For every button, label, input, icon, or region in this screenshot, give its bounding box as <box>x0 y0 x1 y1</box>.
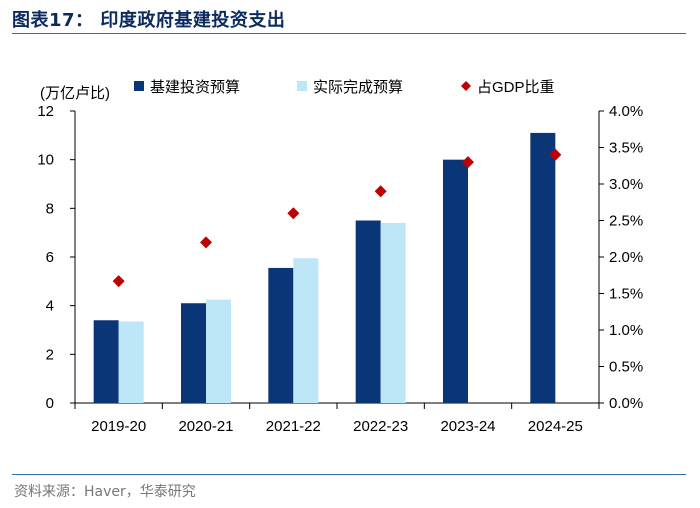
right-tick-label: 3.5% <box>609 140 643 157</box>
bar-infra-budget <box>268 267 294 403</box>
right-tick-label: 3.0% <box>609 176 643 193</box>
bar-actual-spend <box>118 321 144 403</box>
bar-infra-budget <box>443 159 468 403</box>
x-tick-label: 2021-22 <box>266 418 321 435</box>
legend-swatch <box>461 81 471 91</box>
source-note: 资料来源：Haver，华泰研究 <box>14 484 196 500</box>
right-tick-label: 4.0% <box>609 103 643 120</box>
legend-swatch <box>297 81 307 91</box>
left-tick-label: 8 <box>46 200 54 217</box>
x-tick-label: 2022-23 <box>353 418 408 435</box>
bar-infra-budget <box>355 220 381 403</box>
x-tick-label: 2019-20 <box>91 418 146 435</box>
x-tick-label: 2024-25 <box>528 418 583 435</box>
bar-infra-budget <box>530 132 556 403</box>
x-tick-label: 2020-21 <box>178 418 233 435</box>
footer-divider <box>12 474 686 475</box>
bar-actual-spend <box>206 299 231 403</box>
right-tick-label: 2.0% <box>609 249 643 266</box>
gdp-share-point <box>287 207 300 220</box>
gdp-share-point <box>200 236 212 249</box>
left-tick-label: 0 <box>46 395 54 412</box>
x-tick-label: 2023-24 <box>440 418 495 435</box>
gdp-share-point <box>374 185 387 198</box>
legend-label: 占GDP比重 <box>477 79 555 96</box>
title-divider <box>12 33 686 34</box>
bar-infra-budget <box>181 303 206 403</box>
legend-label: 实际完成预算 <box>313 78 403 96</box>
left-tick-label: 4 <box>46 298 54 315</box>
legend-label: 基建投资预算 <box>150 78 240 96</box>
left-axis-unit: (万亿卢比) <box>40 85 110 102</box>
gdp-share-point <box>549 148 562 161</box>
gdp-share-point <box>112 275 125 288</box>
left-tick-label: 10 <box>37 152 54 169</box>
left-tick-label: 2 <box>46 346 54 363</box>
left-tick-label: 12 <box>37 103 54 120</box>
figure-title: 图表17： 印度政府基建投资支出 <box>12 10 286 31</box>
right-tick-label: 0.5% <box>609 359 643 376</box>
bar-infra-budget <box>93 320 119 403</box>
right-tick-label: 1.0% <box>609 322 643 339</box>
right-tick-label: 1.5% <box>609 286 643 303</box>
bar-actual-spend <box>380 222 406 403</box>
right-tick-label: 2.5% <box>609 213 643 230</box>
left-tick-label: 6 <box>46 249 54 266</box>
bar-actual-spend <box>293 258 319 403</box>
right-tick-label: 0.0% <box>609 395 643 412</box>
gdp-share-point <box>462 156 474 169</box>
legend-swatch <box>134 81 144 91</box>
